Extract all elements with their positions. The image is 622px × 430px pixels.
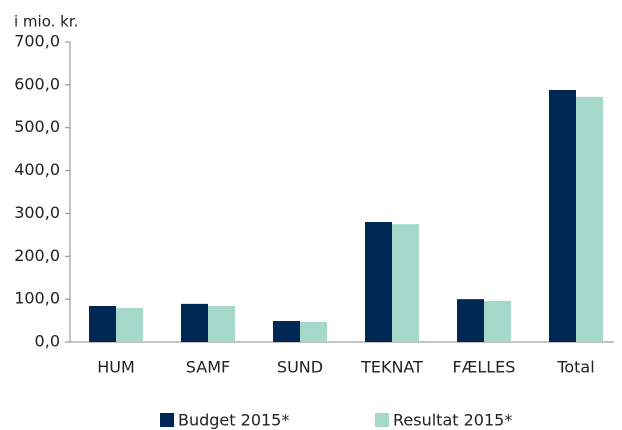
legend-label: Resultat 2015* (393, 411, 512, 430)
bar (484, 300, 511, 342)
bar (181, 303, 208, 342)
bar (116, 308, 143, 342)
y-tick-label: 300,0 (14, 203, 60, 222)
x-tick-label: TEKNAT (360, 358, 423, 377)
bar (392, 224, 419, 342)
x-tick-label: SUND (277, 358, 323, 377)
legend-label: Budget 2015* (178, 411, 289, 430)
x-tick-label: FÆLLES (453, 358, 516, 377)
y-tick-label: 400,0 (14, 160, 60, 179)
y-axis-label: i mio. kr. (14, 13, 78, 31)
bar (208, 306, 235, 342)
y-tick-label: 100,0 (14, 289, 60, 308)
x-tick-label: HUM (97, 358, 135, 377)
bar (576, 96, 603, 342)
bar (365, 222, 392, 342)
legend-swatch (160, 413, 174, 427)
bar (273, 321, 300, 342)
bar (457, 299, 484, 342)
y-tick-label: 600,0 (14, 74, 60, 93)
legend-swatch (375, 413, 389, 427)
bar (300, 321, 327, 342)
y-tick-label: 0,0 (35, 332, 60, 351)
y-tick-label: 200,0 (14, 246, 60, 265)
y-tick-label: 700,0 (14, 32, 60, 51)
x-tick-label: Total (556, 358, 594, 377)
y-tick-label: 500,0 (14, 117, 60, 136)
x-tick-label: SAMF (186, 358, 230, 377)
bar (549, 90, 576, 342)
bar (89, 306, 116, 342)
